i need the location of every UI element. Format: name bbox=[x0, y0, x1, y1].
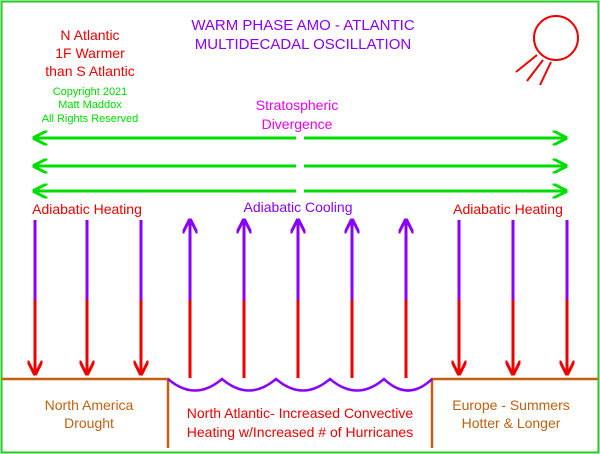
region-right-line-2: Hotter & Longer bbox=[462, 415, 561, 431]
right-land-boundary bbox=[430, 377, 598, 448]
label-left-heating: Adiabatic Heating bbox=[32, 201, 142, 217]
center-rising-arrows bbox=[190, 220, 406, 378]
region-center-line-1: North Atlantic- Increased Convective bbox=[187, 405, 414, 421]
left-land-boundary bbox=[2, 377, 170, 448]
divergence-line-2: Divergence bbox=[262, 116, 333, 132]
copyright-line-3: All Rights Reserved bbox=[42, 113, 139, 125]
note-line-1: N Atlantic bbox=[60, 27, 119, 43]
ocean-waves bbox=[167, 377, 433, 392]
note-line-3: than S Atlantic bbox=[45, 63, 135, 79]
divergence-arrows bbox=[34, 138, 566, 191]
title-line-2: MULTIDECADAL OSCILLATION bbox=[195, 36, 411, 53]
copyright-line-2: Matt Maddox bbox=[58, 99, 122, 111]
region-left-line-1: North America bbox=[45, 397, 134, 413]
label-cooling: Adiabatic Cooling bbox=[244, 199, 353, 215]
region-left-line-2: Drought bbox=[64, 415, 114, 431]
region-right-line-1: Europe - Summers bbox=[452, 397, 569, 413]
copyright-line-1: Copyright 2021 bbox=[53, 86, 128, 98]
right-descending-arrows bbox=[459, 220, 567, 374]
title-line-1: WARM PHASE AMO - ATLANTIC bbox=[191, 17, 415, 34]
label-right-heating: Adiabatic Heating bbox=[453, 201, 563, 217]
sun-icon bbox=[515, 15, 579, 86]
divergence-line-1: Stratospheric bbox=[256, 97, 338, 113]
note-line-2: 1F Warmer bbox=[55, 45, 125, 61]
left-descending-arrows bbox=[35, 220, 141, 374]
region-center-line-2: Heating w/Increased # of Hurricanes bbox=[187, 424, 413, 440]
